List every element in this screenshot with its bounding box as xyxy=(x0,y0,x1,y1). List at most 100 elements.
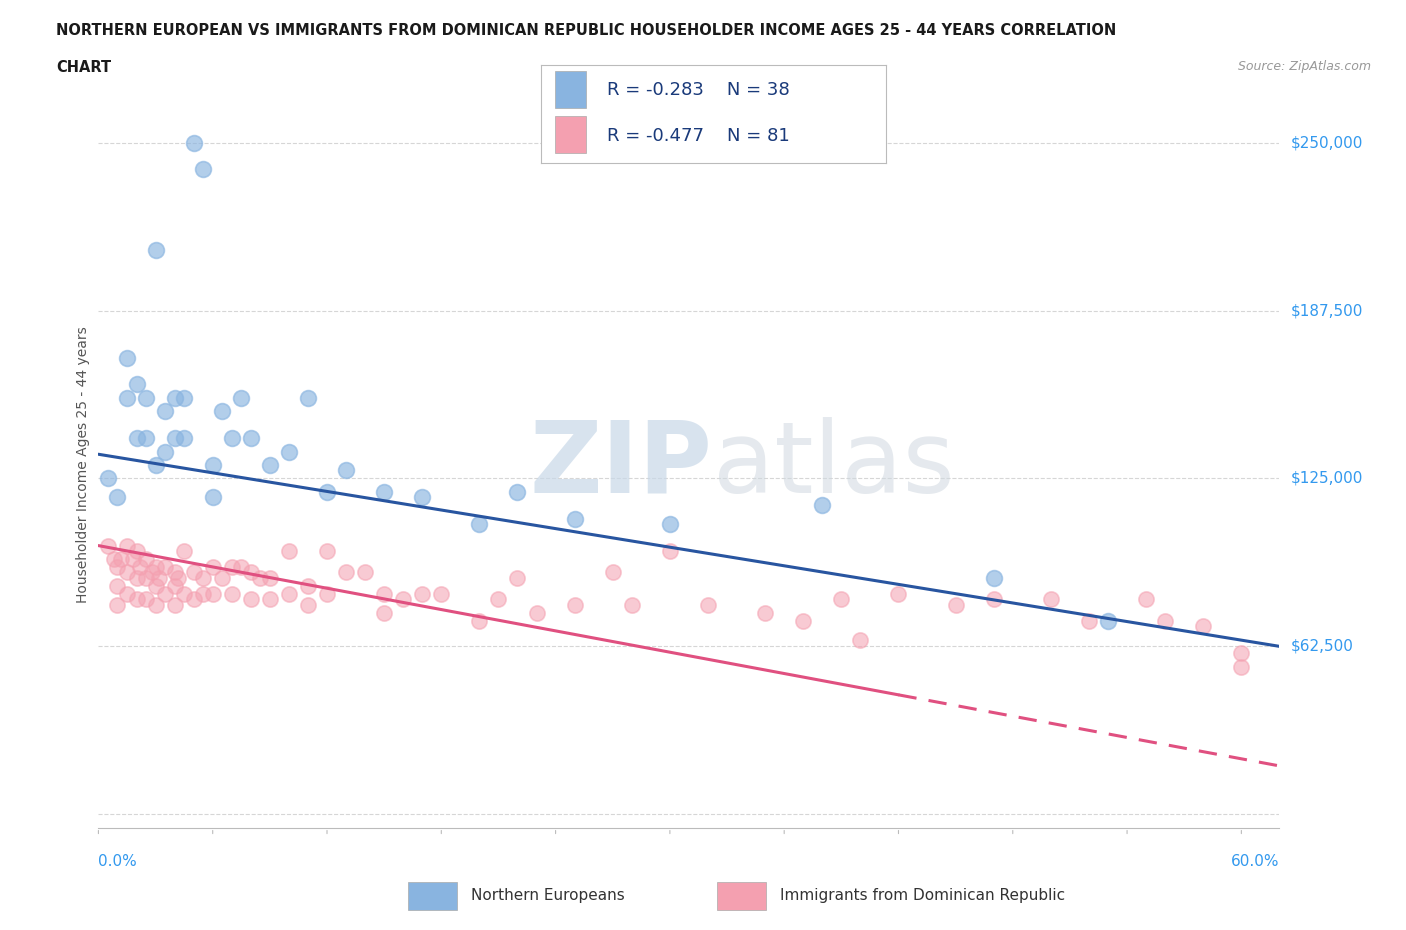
Point xyxy=(792,614,814,629)
Text: 60.0%: 60.0% xyxy=(1232,854,1279,869)
Point xyxy=(145,243,167,258)
Text: $125,000: $125,000 xyxy=(1291,471,1362,486)
Bar xyxy=(408,883,457,910)
Point xyxy=(411,490,433,505)
Point xyxy=(173,543,195,558)
Point xyxy=(103,551,125,566)
Point xyxy=(335,565,357,580)
Point xyxy=(135,591,157,606)
Point xyxy=(1078,614,1101,629)
Point xyxy=(135,431,157,445)
Point xyxy=(153,587,176,602)
Point xyxy=(107,597,129,612)
Point xyxy=(1192,618,1215,633)
Point xyxy=(430,587,453,602)
Text: Immigrants from Dominican Republic: Immigrants from Dominican Republic xyxy=(780,887,1066,903)
Point xyxy=(697,597,720,612)
Text: ZIP: ZIP xyxy=(530,417,713,513)
Point xyxy=(97,538,120,553)
Point xyxy=(277,587,299,602)
Point xyxy=(211,404,233,418)
Point xyxy=(141,565,163,580)
Text: $187,500: $187,500 xyxy=(1291,303,1362,318)
Point xyxy=(392,591,415,606)
Point xyxy=(373,605,395,620)
Point xyxy=(201,458,224,472)
Bar xyxy=(555,116,586,153)
Point xyxy=(115,565,138,580)
Point xyxy=(115,587,138,602)
Text: Northern Europeans: Northern Europeans xyxy=(471,887,624,903)
Point xyxy=(125,591,148,606)
Point xyxy=(1154,614,1177,629)
Point xyxy=(145,597,167,612)
Point xyxy=(173,431,195,445)
Point xyxy=(887,587,910,602)
Point xyxy=(163,391,186,405)
Point xyxy=(135,570,157,585)
Point xyxy=(564,512,586,526)
Point xyxy=(153,404,176,418)
Point xyxy=(277,445,299,459)
Point xyxy=(167,570,190,585)
Point xyxy=(125,543,148,558)
Point xyxy=(110,551,132,566)
Point xyxy=(163,565,186,580)
Point xyxy=(249,570,271,585)
Y-axis label: Householder Income Ages 25 - 44 years: Householder Income Ages 25 - 44 years xyxy=(76,326,90,604)
Point xyxy=(107,490,129,505)
Point xyxy=(373,587,395,602)
Point xyxy=(148,570,170,585)
Point xyxy=(121,551,143,566)
Point xyxy=(97,471,120,485)
Point xyxy=(754,605,776,620)
Point xyxy=(259,591,281,606)
Point xyxy=(488,591,510,606)
Point xyxy=(221,587,243,602)
Point xyxy=(239,565,262,580)
Point xyxy=(193,587,215,602)
Point xyxy=(173,391,195,405)
Point xyxy=(125,377,148,392)
Point xyxy=(658,517,681,532)
Point xyxy=(277,543,299,558)
Point xyxy=(316,485,339,499)
Point xyxy=(153,445,176,459)
Point xyxy=(259,458,281,472)
Text: R = -0.283    N = 38: R = -0.283 N = 38 xyxy=(607,81,790,99)
Point xyxy=(201,490,224,505)
Point xyxy=(183,135,205,150)
Point xyxy=(183,565,205,580)
Text: atlas: atlas xyxy=(713,417,955,513)
Point xyxy=(849,632,872,647)
Point xyxy=(1097,614,1119,629)
Point xyxy=(163,578,186,593)
Point xyxy=(602,565,624,580)
Point xyxy=(145,578,167,593)
Point xyxy=(811,498,834,512)
Point xyxy=(945,597,967,612)
Point xyxy=(145,560,167,575)
Point xyxy=(231,560,253,575)
Point xyxy=(129,560,152,575)
Point xyxy=(201,587,224,602)
Point xyxy=(221,431,243,445)
Point xyxy=(830,591,852,606)
Text: NORTHERN EUROPEAN VS IMMIGRANTS FROM DOMINICAN REPUBLIC HOUSEHOLDER INCOME AGES : NORTHERN EUROPEAN VS IMMIGRANTS FROM DOM… xyxy=(56,23,1116,38)
Point xyxy=(239,431,262,445)
Point xyxy=(153,560,176,575)
Point xyxy=(335,463,357,478)
Point xyxy=(193,570,215,585)
Point xyxy=(125,431,148,445)
Point xyxy=(193,162,215,177)
Point xyxy=(658,543,681,558)
Point xyxy=(107,578,129,593)
Point xyxy=(145,458,167,472)
Point xyxy=(506,570,529,585)
Point xyxy=(163,597,186,612)
Point xyxy=(564,597,586,612)
Point xyxy=(983,570,1005,585)
Point xyxy=(526,605,548,620)
Point xyxy=(297,597,319,612)
Bar xyxy=(555,71,586,108)
